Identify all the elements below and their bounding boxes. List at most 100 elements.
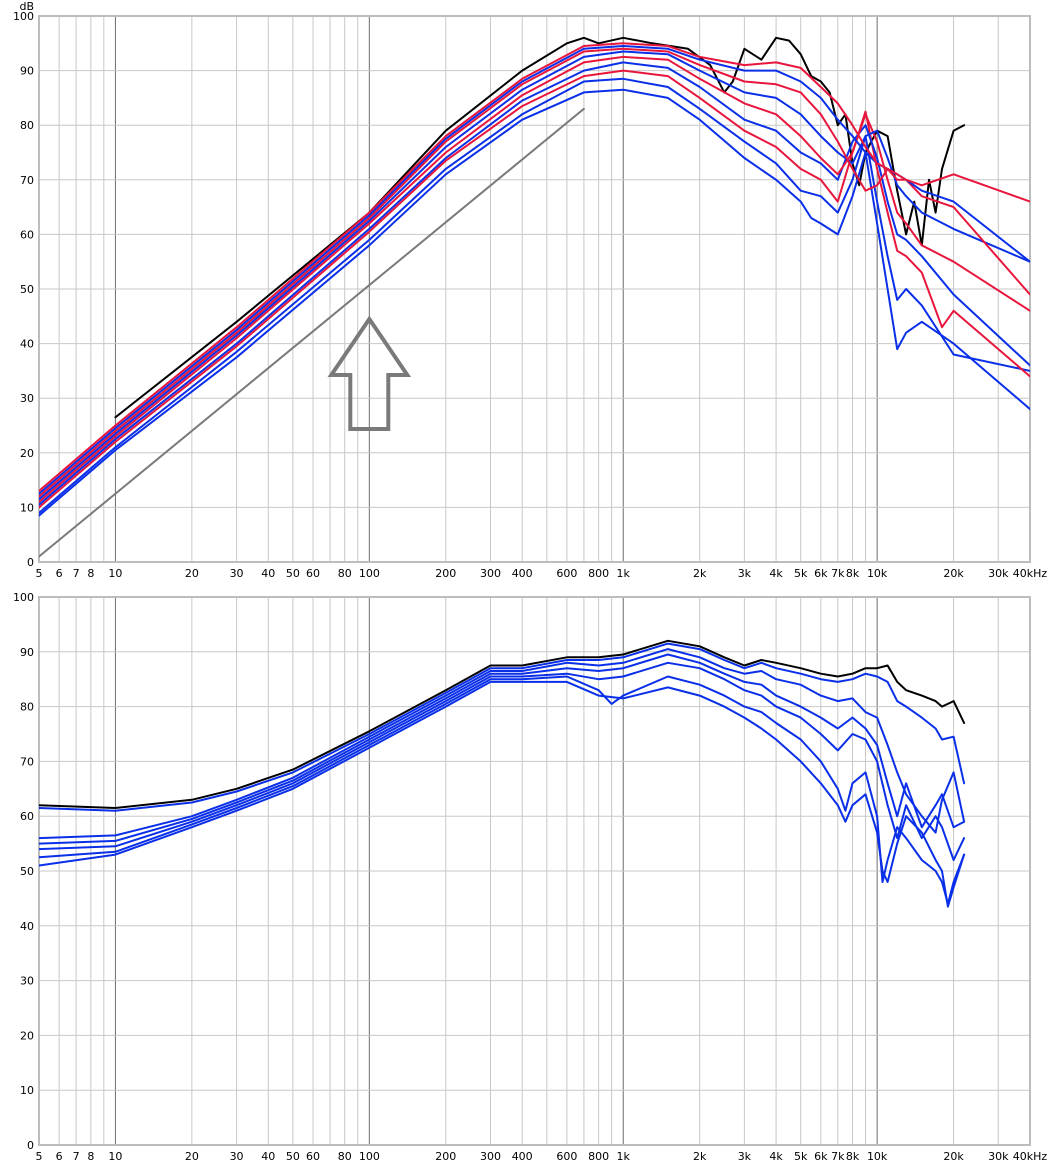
series-line xyxy=(39,50,1030,501)
x-tick-label: 30k xyxy=(988,1150,1009,1163)
x-tick-label: 8 xyxy=(87,567,94,580)
y-tick-label: 0 xyxy=(27,1139,34,1152)
y-tick-label: 60 xyxy=(20,228,34,241)
plot-frame xyxy=(38,15,1031,563)
series-group xyxy=(39,36,1030,558)
x-tick-label: 6 xyxy=(56,567,63,580)
x-tick-label: 80 xyxy=(338,1150,352,1163)
x-tick-label: 1k xyxy=(617,567,631,580)
y-tick-label: 10 xyxy=(20,1084,34,1097)
x-tick-label: 60 xyxy=(306,1150,320,1163)
grid xyxy=(38,15,1031,563)
x-tick-label: 6 xyxy=(56,1150,63,1163)
x-tick-label: 20k xyxy=(943,1150,964,1163)
series-line xyxy=(39,642,966,812)
y-tick-label: 90 xyxy=(20,65,34,78)
x-tick-label: 80 xyxy=(338,567,352,580)
x-tick-label: 10 xyxy=(108,1150,122,1163)
x-tick-label: 600 xyxy=(556,567,577,580)
x-tick-label: 8k xyxy=(846,567,860,580)
series-line xyxy=(39,675,966,905)
y-tick-label: 100 xyxy=(13,10,34,23)
y-tick-label: 10 xyxy=(20,501,34,514)
x-tick-label: 600 xyxy=(556,1150,577,1163)
x-tick-label: 7k xyxy=(831,567,845,580)
x-tick-label: 5 xyxy=(36,567,43,580)
x-tick-label: 100 xyxy=(359,1150,380,1163)
x-tick-label: 7k xyxy=(831,1150,845,1163)
x-tick-label: 800 xyxy=(588,1150,609,1163)
y-tick-label: 40 xyxy=(20,338,34,351)
x-tick-label: 40 xyxy=(261,1150,275,1163)
x-tick-label: 6k xyxy=(814,567,828,580)
x-tick-label: 30 xyxy=(230,567,244,580)
x-tick-label: 40 xyxy=(261,567,275,580)
x-tick-label: 3k xyxy=(738,1150,752,1163)
series-line xyxy=(39,77,1030,514)
x-tick-label: 5k xyxy=(794,1150,808,1163)
x-tick-label: 10 xyxy=(108,567,122,580)
series-line xyxy=(39,107,585,558)
x-tick-label: 10k xyxy=(867,1150,888,1163)
x-tick-label: 2k xyxy=(693,1150,707,1163)
y-tick-label: 50 xyxy=(20,283,34,296)
y-tick-label: 80 xyxy=(20,701,34,714)
plot-frame xyxy=(38,596,1031,1146)
bottom-chart: 0 10 20 30 40 50 60 70 80 90 100 5 6 7 8 10 20 30 40 50 60 80… xyxy=(13,591,1047,1163)
y-tick-label: 30 xyxy=(20,975,34,988)
series-line xyxy=(114,36,966,419)
x-tick-label: 6k xyxy=(814,1150,828,1163)
x-tick-label: 7 xyxy=(73,1150,80,1163)
series-line xyxy=(39,42,1030,492)
x-tick-label: 30k xyxy=(988,567,1009,580)
x-tick-label: 40kHz xyxy=(1013,1150,1048,1163)
y-tick-label: 80 xyxy=(20,119,34,132)
x-tick-label: 40kHz xyxy=(1013,567,1048,580)
y-tick-label: 20 xyxy=(20,1029,34,1042)
x-tick-label: 400 xyxy=(512,567,533,580)
y-tick-label: 40 xyxy=(20,920,34,933)
x-tick-label: 300 xyxy=(480,1150,501,1163)
series-line xyxy=(39,653,966,845)
y-tick-label: 50 xyxy=(20,865,34,878)
x-tick-label: 100 xyxy=(359,567,380,580)
x-tick-label: 400 xyxy=(512,1150,533,1163)
series-line xyxy=(39,680,966,908)
x-tick-label: 20k xyxy=(943,567,964,580)
y-tick-label: 0 xyxy=(27,556,34,569)
y-tick-label: 20 xyxy=(20,447,34,460)
series-line xyxy=(39,61,1030,506)
series-line xyxy=(39,639,966,809)
x-tick-label: 4k xyxy=(769,1150,783,1163)
x-tick-label: 30 xyxy=(230,1150,244,1163)
x-tick-label: 8k xyxy=(846,1150,860,1163)
series-line xyxy=(39,55,1030,503)
x-tick-label: 800 xyxy=(588,567,609,580)
series-line xyxy=(39,661,966,861)
series-group xyxy=(39,639,966,908)
x-tick-label: 200 xyxy=(435,1150,456,1163)
x-tick-label: 3k xyxy=(738,567,752,580)
x-tick-label: 7 xyxy=(73,567,80,580)
y-tick-label: 70 xyxy=(20,174,34,187)
series-line xyxy=(39,47,1030,498)
x-tick-label: 5k xyxy=(794,567,808,580)
series-line xyxy=(39,88,1030,517)
x-tick-label: 20 xyxy=(185,1150,199,1163)
x-tick-label: 300 xyxy=(480,567,501,580)
y-tick-label: 70 xyxy=(20,755,34,768)
x-tick-label: 4k xyxy=(769,567,783,580)
x-tick-label: 1k xyxy=(617,1150,631,1163)
y-tick-label: 90 xyxy=(20,646,34,659)
x-tick-label: 8 xyxy=(87,1150,94,1163)
series-line xyxy=(39,69,1030,509)
x-tick-label: 200 xyxy=(435,567,456,580)
x-tick-label: 20 xyxy=(185,567,199,580)
y-tick-label: 60 xyxy=(20,810,34,823)
y-axis-label: dB xyxy=(19,0,34,13)
x-tick-label: 5 xyxy=(36,1150,43,1163)
up-arrow-icon xyxy=(327,315,412,431)
y-tick-label: 30 xyxy=(20,392,34,405)
